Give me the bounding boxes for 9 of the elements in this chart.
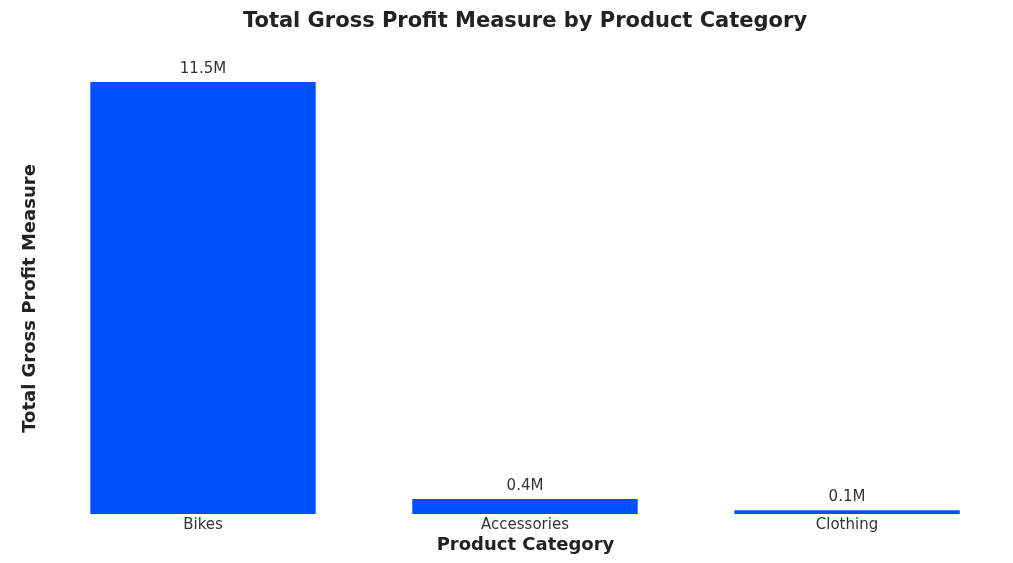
x-tick-label: Clothing: [815, 514, 879, 533]
data-label: 0.4M: [506, 475, 544, 494]
y-axis-title: Total Gross Profit Measure: [17, 164, 39, 433]
data-label: 0.1M: [828, 487, 866, 506]
x-axis-title: Product Category: [436, 532, 615, 554]
x-tick-label: Accessories: [481, 514, 570, 533]
x-tick-label: Bikes: [183, 514, 224, 533]
data-label: 11.5M: [179, 59, 227, 77]
chart-title: Total Gross Profit Measure by Product Category: [242, 8, 808, 32]
